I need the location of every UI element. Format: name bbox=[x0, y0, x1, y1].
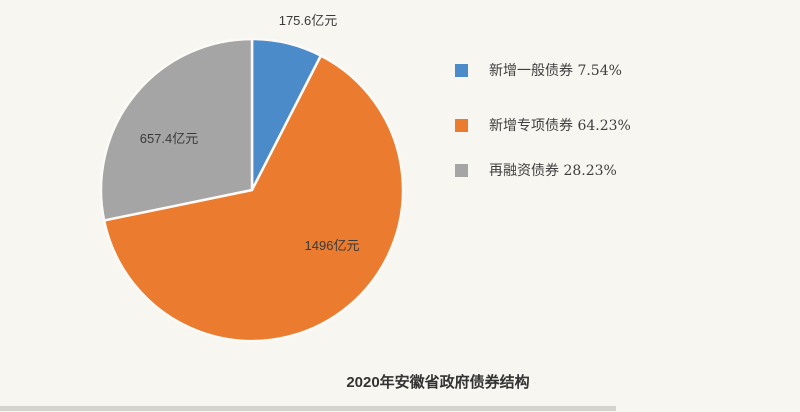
legend-swatch-blue bbox=[455, 63, 468, 77]
pie-slices bbox=[99, 37, 405, 343]
chart-title: 2020年安徽省政府债券结构 bbox=[346, 374, 530, 391]
legend-label: 再融资债券 28.23% bbox=[489, 163, 617, 179]
legend-item-special-bonds: 新增专项债券 64.23% bbox=[455, 117, 631, 134]
pie-slice-2 bbox=[99, 37, 254, 222]
legend-item-general-bonds: 新增一般债券 7.54% bbox=[455, 62, 622, 79]
legend-item-refinancing-bonds: 再融资债券 28.23% bbox=[455, 162, 617, 179]
slice-label-general-bonds: 175.6亿元 bbox=[279, 13, 338, 28]
legend-label: 新增一般债券 7.54% bbox=[489, 63, 622, 79]
horizontal-scrollbar[interactable] bbox=[0, 406, 800, 412]
legend-label: 新增专项债券 64.23% bbox=[489, 118, 631, 134]
pie-slice-1 bbox=[102, 54, 405, 343]
legend-swatch-gray bbox=[455, 163, 468, 177]
horizontal-scrollbar-thumb[interactable] bbox=[0, 406, 616, 411]
slice-label-refinancing-bonds: 657.4亿元 bbox=[140, 131, 199, 146]
slice-label-special-bonds: 1496亿元 bbox=[305, 238, 360, 253]
legend-swatch-orange bbox=[455, 118, 468, 132]
